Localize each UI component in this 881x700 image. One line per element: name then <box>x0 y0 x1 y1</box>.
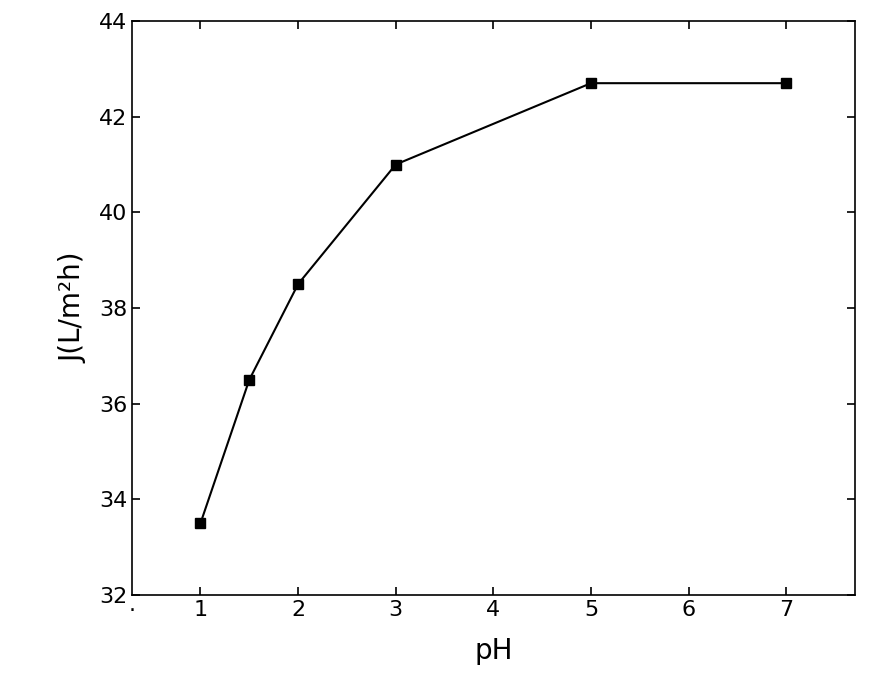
Text: .: . <box>129 595 136 615</box>
Y-axis label: J(L/m²h): J(L/m²h) <box>60 253 88 363</box>
X-axis label: pH: pH <box>474 636 513 664</box>
